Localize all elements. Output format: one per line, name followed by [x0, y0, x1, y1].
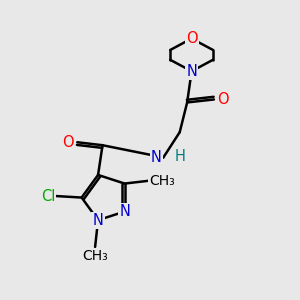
Text: Cl: Cl — [41, 189, 55, 204]
Text: H: H — [175, 149, 185, 164]
Text: O: O — [217, 92, 229, 107]
Text: N: N — [151, 150, 162, 165]
Text: O: O — [62, 135, 74, 150]
Text: O: O — [186, 31, 197, 46]
Text: CH₃: CH₃ — [82, 249, 108, 263]
Text: N: N — [119, 204, 130, 219]
Text: N: N — [93, 213, 104, 228]
Text: CH₃: CH₃ — [149, 174, 175, 188]
Text: N: N — [186, 64, 197, 79]
